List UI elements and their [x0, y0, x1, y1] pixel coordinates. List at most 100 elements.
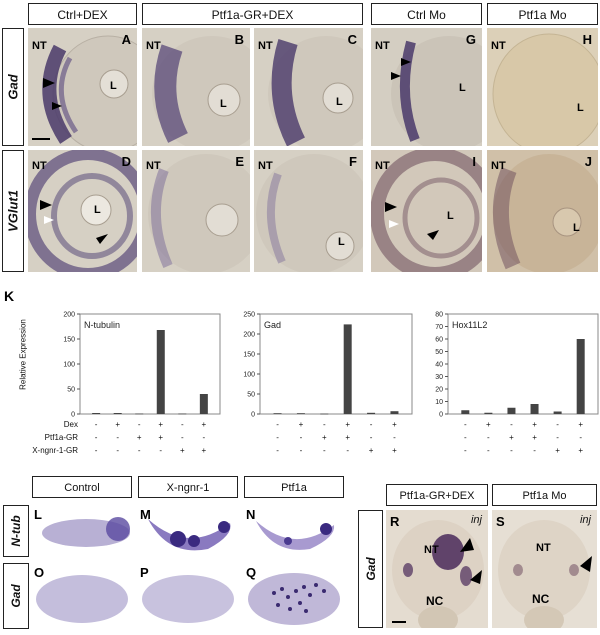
chart-2-bar-3	[530, 404, 539, 414]
chart-1-sign-2-0: -	[276, 446, 279, 455]
panel-d: D NT L	[28, 150, 137, 272]
chart-2-sign-1-5: -	[579, 433, 583, 442]
chart-2-sign-1-2: +	[509, 433, 514, 442]
chart-0-bar-1	[113, 413, 122, 414]
chart-0-sign-2-1: -	[116, 446, 120, 455]
chart-2-bar-2	[507, 407, 516, 414]
panel-o: O	[32, 563, 132, 629]
chart-0-bar-4	[178, 413, 187, 415]
chart-0-sign-0-2: -	[137, 420, 141, 429]
panel-s: S inj NT NC	[492, 510, 597, 628]
chart-0-bar-2	[135, 413, 144, 415]
panel-q: Q	[244, 563, 344, 629]
panel-l: L	[32, 505, 132, 557]
chart-2-title: Hox11L2	[452, 320, 487, 330]
panel-c: C NT L	[254, 28, 363, 146]
chart-0-sign-1-0: -	[94, 433, 98, 442]
panel-e: E NT	[142, 150, 250, 272]
chart-1-bar-2	[320, 413, 329, 415]
chart-1-sign-0-1: +	[298, 420, 304, 429]
chart-0-sign-1-5: -	[202, 433, 206, 442]
chart-1-sign-2-1: -	[299, 446, 303, 455]
header-ptf1a-gr-dex: Ptf1a-GR+DEX	[142, 3, 363, 25]
chart-2-sign-2-1: -	[487, 446, 490, 455]
chart-0-ytick-label-3: 150	[63, 337, 75, 344]
chart-0-sign-1-1: -	[116, 433, 120, 442]
chart-0-sign-1-3: +	[158, 433, 164, 442]
chart-1-sign-1-3: +	[345, 433, 351, 442]
chart-1-bar-3	[343, 324, 352, 414]
chart-2-sign-1-4: -	[556, 433, 559, 442]
header-control: Control	[32, 476, 132, 498]
chart-1-ytick-label-4: 200	[243, 332, 255, 339]
chart-2-sign-1-0: -	[463, 433, 467, 442]
header-x-ngnr-1: X-ngnr-1	[138, 476, 238, 498]
header-ptf1a: Ptf1a	[244, 476, 344, 498]
chart-0-sign-2-0: -	[94, 446, 98, 455]
chart-1-sign-0-4: -	[369, 420, 373, 429]
row-label-vglut1: VGlut1	[2, 150, 24, 272]
row-label-n-tub: N-tub	[3, 505, 29, 557]
chart-1-sign-0-5: +	[392, 420, 397, 429]
chart-1-sign-1-0: -	[276, 433, 279, 442]
chart-0-sign-0-5: +	[201, 420, 207, 429]
chart-2-sign-0-2: -	[510, 420, 513, 429]
chart-1-ytick-label-0: 0	[251, 412, 255, 419]
panel-n: N	[244, 505, 344, 557]
chart-2-ytick-label-7: 70	[435, 324, 443, 331]
chart-2-sign-0-3: +	[532, 420, 537, 429]
chart-1-ytick-label-2: 100	[243, 372, 255, 379]
chart-2-ytick-label-8: 80	[435, 312, 443, 319]
panel-j: J NT L	[487, 150, 598, 272]
chart-0-sign-2-5: +	[201, 446, 207, 455]
chart-2-sign-1-1: -	[487, 433, 490, 442]
chart-1-sign-0-3: +	[345, 420, 351, 429]
row-label-gad-bottom: Gad	[3, 563, 29, 629]
row-label-gad: Gad	[2, 28, 24, 146]
chart-2-sign-0-0: -	[463, 420, 467, 429]
chart-2-sign-2-5: +	[578, 446, 584, 455]
chart-2-ytick-label-5: 50	[435, 349, 443, 356]
chart-2-sign-2-4: +	[555, 446, 560, 455]
chart-1-sign-0-0: -	[276, 420, 279, 429]
chart-2-frame	[447, 313, 599, 415]
header-ptf1a-gr-dex-r: Ptf1a-GR+DEX	[386, 484, 488, 506]
chart-0-sign-1-2: +	[136, 433, 142, 442]
chart-2-bar-4	[553, 411, 562, 414]
chart-2-ytick-label-2: 20	[435, 387, 443, 394]
row-label-gad-right: Gad	[358, 510, 383, 628]
chart-1-sign-0-2: -	[322, 420, 326, 429]
chart-1-sign-2-4: +	[368, 446, 374, 455]
chart-1-sign-1-5: -	[393, 433, 396, 442]
chart-0-bar-0	[92, 413, 101, 414]
chart-0-frame	[79, 313, 221, 415]
chart-2-bar-1	[484, 412, 493, 414]
panel-i: I NT L	[371, 150, 482, 272]
chart-2-sign-1-3: +	[532, 433, 537, 442]
chart-2-ytick-label-6: 60	[435, 337, 443, 344]
header-ptf1a-mo: Ptf1a Mo	[487, 3, 598, 25]
panel-h: H NT L	[487, 28, 598, 146]
chart-0-ytick-label-0: 0	[71, 412, 75, 419]
chart-0-sign-0-0: -	[94, 420, 98, 429]
chart-2-ytick-label-0: 0	[439, 412, 443, 419]
chart-0-ytick-label-2: 100	[63, 362, 75, 369]
panel-m: M	[138, 505, 238, 557]
header-ctrl-mo: Ctrl Mo	[371, 3, 482, 25]
chart-2-ytick-label-1: 10	[435, 399, 443, 406]
chart-1-frame	[259, 313, 413, 415]
chart-2-ytick-label-4: 40	[435, 362, 443, 369]
chart-0-ytick-label-4: 200	[63, 312, 75, 319]
chart-2-sign-2-3: -	[533, 446, 536, 455]
chart-1-title: Gad	[264, 320, 281, 330]
chart-1-sign-1-4: -	[369, 433, 373, 442]
chart-2-sign-0-5: +	[578, 420, 584, 429]
chart-k: N-tubulin050100150200Gad050100150200250H…	[63, 312, 599, 419]
chart-0-sign-2-3: -	[159, 446, 163, 455]
panel-b: B NT L	[142, 28, 250, 146]
header-ctrl-dex: Ctrl+DEX	[28, 3, 137, 25]
chart-2-sign-0-1: +	[486, 420, 491, 429]
chart-0-sign-0-3: +	[158, 420, 164, 429]
chart-1-sign-2-5: +	[392, 446, 397, 455]
chart-1-sign-2-3: -	[346, 446, 350, 455]
